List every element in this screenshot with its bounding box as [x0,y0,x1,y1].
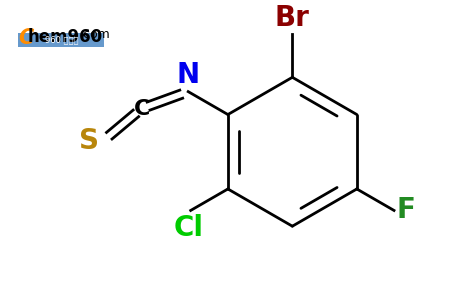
Text: .com: .com [80,28,110,41]
Text: Cl: Cl [174,214,204,242]
Text: hem960: hem960 [28,28,103,46]
Text: C: C [18,28,34,48]
Text: S: S [79,127,99,154]
Text: C: C [133,99,150,119]
Text: F: F [397,196,416,224]
Text: Br: Br [275,4,310,32]
Text: N: N [177,61,200,89]
FancyBboxPatch shape [18,33,104,47]
Text: 960 化工网: 960 化工网 [45,35,78,45]
